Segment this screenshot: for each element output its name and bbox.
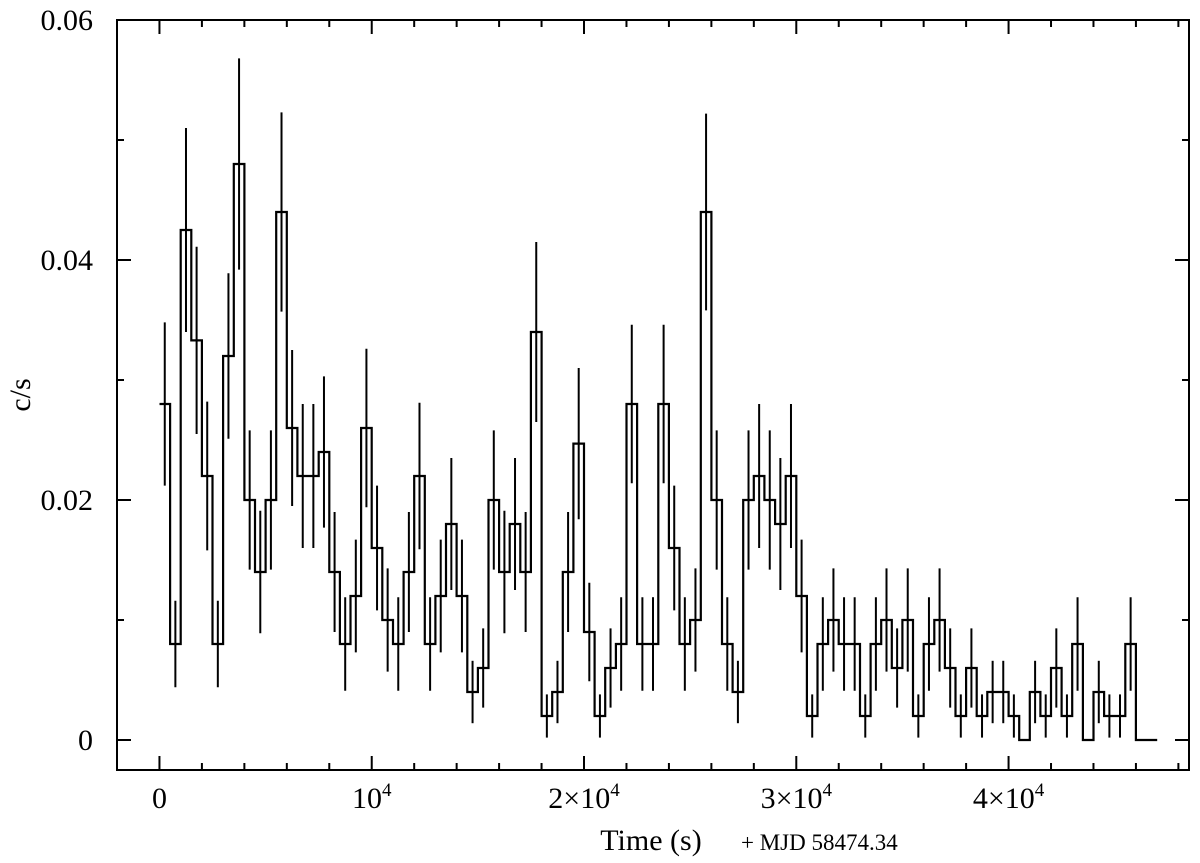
x-tick-label: 104 bbox=[352, 780, 392, 815]
y-tick-label: 0.06 bbox=[41, 4, 94, 37]
x-tick-label-base: 0 bbox=[152, 782, 167, 815]
x-tick-label-exponent: 4 bbox=[610, 780, 620, 801]
plot-frame bbox=[116, 19, 1190, 771]
x-tick-label-exponent: 4 bbox=[822, 780, 832, 801]
y-tick-label: 0 bbox=[78, 724, 93, 757]
x-tick-label-exponent: 4 bbox=[1035, 780, 1045, 801]
x-tick-label-base: 2×10 bbox=[548, 782, 610, 815]
x-axis-offset-note: + MJD 58474.34 bbox=[741, 830, 898, 855]
data-series bbox=[159, 58, 1158, 742]
x-tick-label: 3×104 bbox=[761, 780, 833, 815]
axis-ticks bbox=[117, 19, 1189, 770]
x-tick-label-base: 4×10 bbox=[973, 782, 1035, 815]
x-tick-label: 4×104 bbox=[973, 780, 1045, 815]
y-axis-label: c/s bbox=[4, 378, 37, 411]
x-tick-label-exponent: 4 bbox=[382, 780, 392, 801]
x-tick-label-base: 3×10 bbox=[761, 782, 823, 815]
y-tick-label: 0.02 bbox=[41, 484, 94, 517]
count-rate-step-line bbox=[159, 162, 1158, 742]
y-tick-label: 0.04 bbox=[41, 244, 94, 277]
x-tick-label: 2×104 bbox=[548, 780, 620, 815]
x-axis-label: Time (s) bbox=[600, 824, 701, 857]
x-tick-label-base: 10 bbox=[352, 782, 382, 815]
x-tick-label: 0 bbox=[152, 782, 167, 815]
